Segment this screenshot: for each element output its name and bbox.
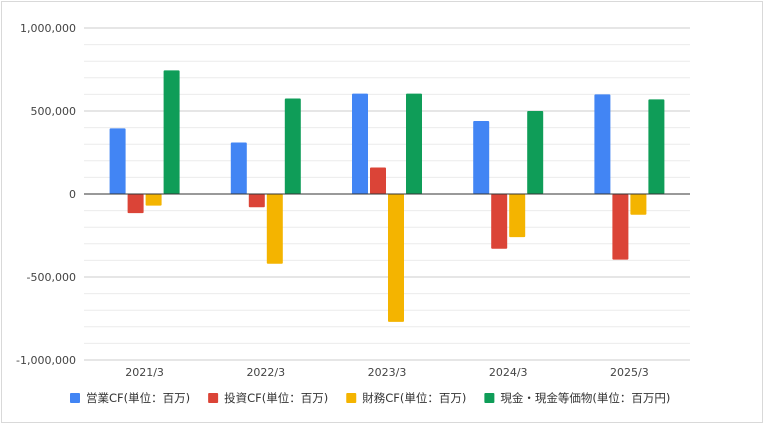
y-tick-label: 0 [69,188,76,201]
legend-label-4: 現金・現金等価物(単位：百万円) [500,391,670,405]
x-tick-label: 2023/3 [368,366,407,379]
bar-2021-3-series-1 [109,128,126,194]
legend-swatch-2 [208,393,219,403]
gridlines [84,27,690,361]
bar-2024-3-series-2 [491,194,508,249]
x-tick-label: 2021/3 [125,366,164,379]
legend: 営業CF(単位：百万) 投資CF(単位：百万) 財務CF(単位：百万) 現金・現金等価… [70,391,670,405]
bar-2025-3-series-2 [612,194,629,260]
bar-2024-3-series-4 [527,111,544,194]
bar-2021-3-series-4 [163,70,180,194]
bar-2022-3-series-2 [248,194,265,208]
bar-2023-3-series-1 [352,93,368,194]
bar-2023-3-series-2 [370,167,386,194]
bar-2023-3-series-4 [406,93,422,194]
bar-2022-3-series-4 [284,98,301,194]
y-axis-ticks: 1,000,000 500,000 0 -500,000 -1,000,000 [16,22,76,367]
legend-label-1: 営業CF(単位：百万) [86,391,190,405]
legend-swatch-3 [346,393,357,403]
bar-2023-3-series-3 [388,194,404,322]
x-tick-label: 2024/3 [489,366,528,379]
y-tick-label: 1,000,000 [20,22,76,35]
bar-2024-3-series-3 [509,194,526,238]
bars [109,70,665,322]
y-tick-label: -500,000 [27,271,76,284]
legend-label-3: 財務CF(単位：百万) [362,391,466,405]
legend-swatch-1 [70,393,80,403]
y-tick-label: 500,000 [31,105,77,118]
bar-2024-3-series-1 [473,120,490,194]
bar-2025-3-series-1 [594,94,611,194]
legend-swatch-4 [484,393,495,403]
x-tick-label: 2022/3 [246,366,285,379]
bar-2025-3-series-4 [648,99,665,194]
bar-2022-3-series-3 [266,194,283,264]
x-axis-ticks: 2021/3 2022/3 2023/3 2024/3 2025/3 [125,366,649,379]
bar-2021-3-series-2 [127,194,144,214]
x-tick-label: 2025/3 [610,366,649,379]
bar-2025-3-series-3 [630,194,647,215]
legend-label-2: 投資CF(単位：百万) [224,391,328,405]
bar-2022-3-series-1 [230,142,247,194]
y-tick-label: -1,000,000 [16,354,76,367]
bar-2021-3-series-3 [145,194,162,206]
